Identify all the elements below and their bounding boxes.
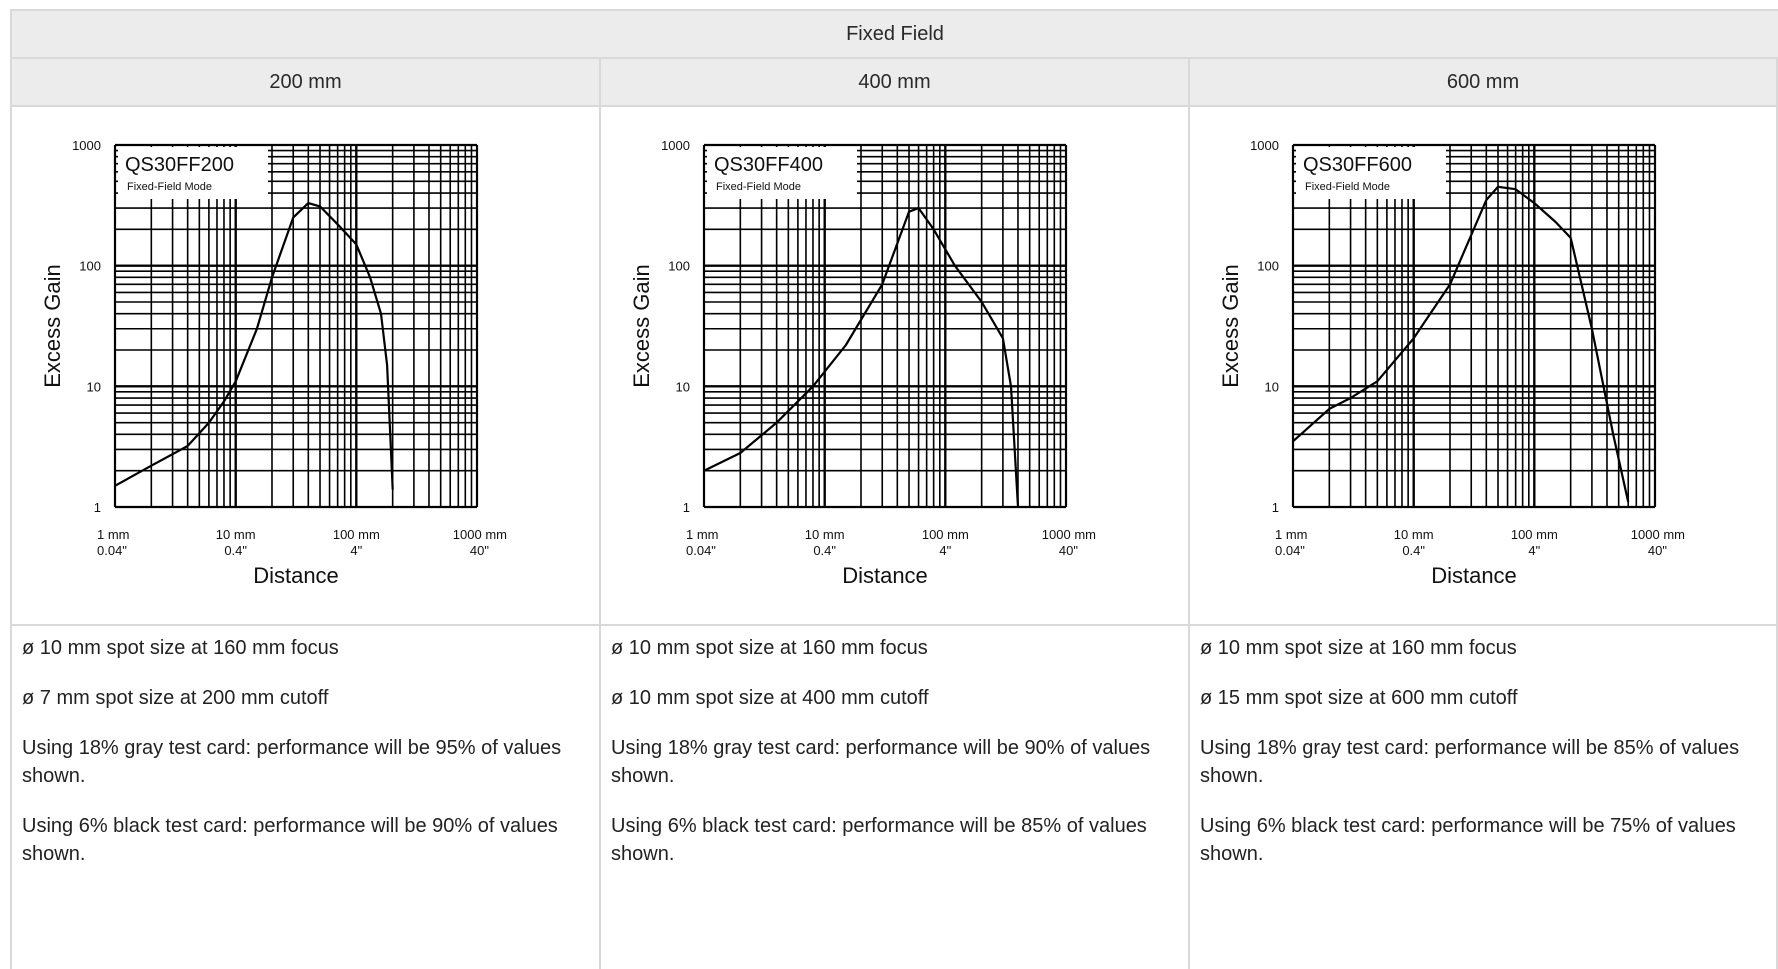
y-axis-label: Excess Gain	[1218, 264, 1243, 388]
fixed-field-table: Fixed Field 200 mm 400 mm 600 mm QS30FF2…	[10, 9, 1778, 969]
x-tick-label-mm: 100 mm	[922, 527, 969, 542]
spot-cutoff-note: ø 10 mm spot size at 400 mm cutoff	[611, 687, 929, 709]
plot-grid	[113, 143, 479, 509]
black-card-note: Using 6% black test card: performance wi…	[22, 815, 558, 865]
x-tick-label-in: 4"	[1528, 543, 1540, 558]
gray-card-note: Using 18% gray test card: performance wi…	[22, 737, 562, 787]
x-tick-label-mm: 1 mm	[97, 527, 130, 542]
y-tick-label: 1	[94, 500, 101, 515]
x-tick-label-in: 0.04"	[686, 543, 716, 558]
x-tick-label-mm: 1000 mm	[1631, 527, 1685, 542]
black-card-note: Using 6% black test card: performance wi…	[611, 815, 1147, 865]
y-tick-label: 10	[87, 379, 101, 394]
y-tick-label: 100	[79, 259, 101, 274]
notes-cell-600mm: ø 10 mm spot size at 160 mm focus ø 15 m…	[1190, 626, 1778, 969]
x-tick-label-mm: 1000 mm	[453, 527, 507, 542]
x-tick-label-mm: 10 mm	[805, 527, 845, 542]
gray-card-note: Using 18% gray test card: performance wi…	[611, 737, 1151, 787]
mode-label: Fixed-Field Mode	[127, 181, 212, 193]
mode-label: Fixed-Field Mode	[1305, 181, 1390, 193]
plot-grid	[702, 143, 1068, 509]
chart-legend: QS30FF400 Fixed-Field Mode	[707, 147, 857, 199]
x-tick-label-mm: 1000 mm	[1042, 527, 1096, 542]
column-header-row: 200 mm 400 mm 600 mm	[12, 59, 1778, 107]
excess-gain-curve	[114, 201, 394, 490]
x-tick-label-in: 0.04"	[1275, 543, 1305, 558]
model-label: QS30FF200	[125, 154, 234, 176]
x-tick-label-mm: 10 mm	[216, 527, 256, 542]
y-axis-label: Excess Gain	[629, 264, 654, 388]
spot-cutoff-note: ø 15 mm spot size at 600 mm cutoff	[1200, 687, 1518, 709]
x-tick-label-mm: 10 mm	[1394, 527, 1434, 542]
y-tick-label: 10	[1265, 379, 1279, 394]
legend-background	[707, 147, 857, 199]
x-tick-label-mm: 1 mm	[686, 527, 719, 542]
model-label: QS30FF400	[714, 154, 823, 176]
x-tick-label-in: 40"	[1648, 543, 1667, 558]
notes-cell-200mm: ø 10 mm spot size at 160 mm focus ø 7 mm…	[12, 626, 601, 969]
x-tick-label-in: 0.04"	[97, 543, 127, 558]
x-tick-label-in: 4"	[350, 543, 362, 558]
x-tick-label-in: 40"	[470, 543, 489, 558]
excess-gain-curve	[1292, 185, 1630, 503]
y-tick-label: 1	[683, 500, 690, 515]
x-tick-label-in: 0.4"	[1402, 543, 1425, 558]
x-axis-label: Distance	[1431, 563, 1517, 588]
x-tick-label-mm: 100 mm	[333, 527, 380, 542]
chart-cell-400mm: QS30FF400 Fixed-Field Mode 1 10 100 1000 1 mm 0…	[601, 107, 1190, 624]
spot-focus-note: ø 10 mm spot size at 160 mm focus	[611, 637, 928, 659]
plot-grid	[1291, 143, 1657, 509]
x-tick-label-mm: 100 mm	[1511, 527, 1558, 542]
spot-focus-note: ø 10 mm spot size at 160 mm focus	[1200, 637, 1517, 659]
y-tick-label: 100	[668, 259, 690, 274]
spot-focus-note: ø 10 mm spot size at 160 mm focus	[22, 637, 339, 659]
chart-row: QS30FF200 Fixed-Field Mode 1 10 100 1000 1 mm 0…	[12, 107, 1778, 626]
black-card-note: Using 6% black test card: performance wi…	[1200, 815, 1736, 865]
spot-cutoff-note: ø 7 mm spot size at 200 mm cutoff	[22, 687, 329, 709]
x-tick-label-mm: 1 mm	[1275, 527, 1308, 542]
y-tick-label: 100	[1257, 259, 1279, 274]
x-axis-label: Distance	[253, 563, 339, 588]
y-axis-label: Excess Gain	[40, 264, 65, 388]
x-tick-label-in: 40"	[1059, 543, 1078, 558]
column-header-200mm: 200 mm	[12, 59, 601, 105]
column-header-400mm: 400 mm	[601, 59, 1190, 105]
x-tick-label-in: 0.4"	[813, 543, 836, 558]
y-tick-label: 10	[676, 379, 690, 394]
legend-background	[118, 147, 268, 199]
x-axis-label: Distance	[842, 563, 928, 588]
notes-row: ø 10 mm spot size at 160 mm focus ø 7 mm…	[12, 626, 1778, 969]
column-header-600mm: 600 mm	[1190, 59, 1778, 105]
y-tick-label: 1000	[1250, 138, 1279, 153]
y-tick-label: 1000	[72, 138, 101, 153]
mode-label: Fixed-Field Mode	[716, 181, 801, 193]
table-title: Fixed Field	[12, 11, 1778, 59]
legend-background	[1296, 147, 1446, 199]
gray-card-note: Using 18% gray test card: performance wi…	[1200, 737, 1740, 787]
model-label: QS30FF600	[1303, 154, 1412, 176]
chart-legend: QS30FF600 Fixed-Field Mode	[1296, 147, 1446, 199]
chart-cell-600mm: QS30FF600 Fixed-Field Mode 1 10 100 1000 1 mm 0…	[1190, 107, 1778, 624]
excess-gain-curve	[703, 206, 1020, 508]
y-tick-label: 1000	[661, 138, 690, 153]
x-tick-label-in: 0.4"	[224, 543, 247, 558]
x-tick-label-in: 4"	[939, 543, 951, 558]
notes-cell-400mm: ø 10 mm spot size at 160 mm focus ø 10 m…	[601, 626, 1190, 969]
chart-legend: QS30FF200 Fixed-Field Mode	[118, 147, 268, 199]
chart-cell-200mm: QS30FF200 Fixed-Field Mode 1 10 100 1000 1 mm 0…	[12, 107, 601, 624]
y-tick-label: 1	[1272, 500, 1279, 515]
